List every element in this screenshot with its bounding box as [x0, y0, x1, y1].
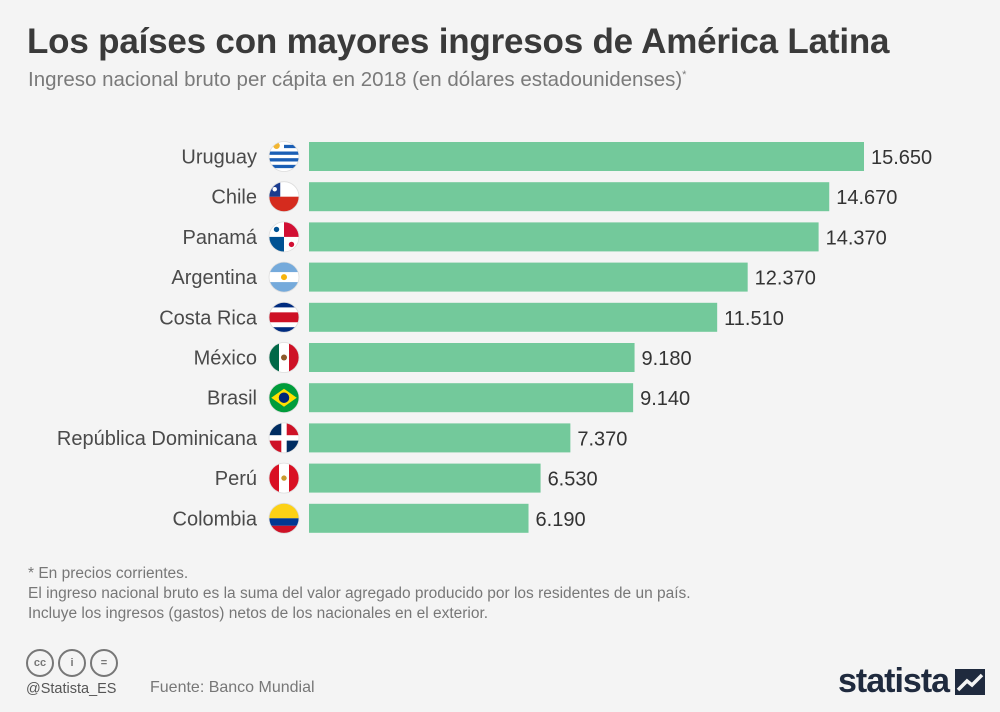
- source-text: Fuente: Banco Mundial: [150, 679, 315, 696]
- bar: [309, 343, 635, 372]
- flag-chile-icon: [269, 181, 299, 212]
- flag-argentina-icon: [269, 262, 299, 293]
- value-label: 9.180: [642, 348, 692, 370]
- social-handle[interactable]: @Statista_ES: [26, 681, 117, 697]
- flag-outline: [268, 181, 300, 213]
- bar: [309, 182, 830, 212]
- value-label: 14.370: [826, 227, 887, 249]
- flag-dominican-republic-icon: [269, 422, 299, 453]
- flag-outline: [268, 422, 300, 454]
- bar: [309, 222, 819, 252]
- category-label: Perú: [215, 468, 257, 490]
- category-label: República Dominicana: [57, 428, 258, 450]
- footnotes: * En precios corrientes. El ingreso naci…: [28, 564, 691, 624]
- footnote-2: El ingreso nacional bruto es la suma del…: [28, 585, 691, 602]
- flag-panama-icon: [269, 221, 299, 252]
- license-icons: cc i =: [26, 649, 118, 677]
- bar: [309, 463, 541, 493]
- flag-outline: [268, 221, 300, 253]
- flag-outline: [268, 502, 300, 534]
- bar: [309, 142, 864, 171]
- flag-peru-icon: [269, 463, 299, 494]
- value-label: 12.370: [755, 268, 816, 290]
- flag-outline: [268, 342, 300, 373]
- bar: [309, 503, 529, 533]
- flag-colombia-icon: [269, 503, 299, 534]
- statista-logo-text: statista: [838, 662, 950, 700]
- bar: [309, 423, 571, 453]
- category-label: México: [194, 348, 257, 370]
- category-label: Brasil: [207, 388, 257, 410]
- attribution-icon[interactable]: i: [58, 649, 86, 677]
- category-label: Uruguay: [181, 147, 257, 169]
- no-derivatives-icon[interactable]: =: [90, 649, 118, 677]
- category-label: Argentina: [171, 267, 257, 289]
- subtitle-footnote-mark: *: [682, 69, 687, 82]
- bar: [309, 383, 634, 413]
- value-label: 6.190: [536, 509, 586, 531]
- footnote-3: Incluye los ingresos (gastos) netos de l…: [28, 605, 489, 622]
- value-label: 11.510: [724, 308, 784, 330]
- flag-outline: [268, 301, 300, 333]
- category-label: Costa Rica: [159, 307, 258, 329]
- category-label: Panamá: [183, 227, 258, 249]
- bar-chart: Uruguay 15.650 Chile 14.670 Panamá 14.370 Arge…: [57, 141, 932, 534]
- flag-outline: [268, 462, 300, 494]
- flag-costa-rica-icon: [269, 302, 299, 333]
- subtitle-text: Ingreso nacional bruto per cápita en 201…: [28, 68, 683, 91]
- value-label: 14.670: [836, 187, 897, 209]
- value-label: 15.650: [871, 147, 932, 169]
- flag-outline: [268, 382, 300, 414]
- statista-logo-icon: [955, 668, 986, 695]
- footnote-1: * En precios corrientes.: [28, 565, 189, 582]
- flag-outline: [268, 261, 300, 293]
- bar: [309, 262, 748, 292]
- statista-logo[interactable]: statista: [838, 662, 986, 701]
- chart-title: Los países con mayores ingresos de Améri…: [27, 22, 890, 61]
- value-label: 6.530: [548, 469, 598, 491]
- chart-subtitle: Ingreso nacional bruto per cápita en 201…: [28, 68, 686, 92]
- value-label: 7.370: [577, 428, 627, 450]
- value-label: 9.140: [640, 388, 690, 410]
- flag-brazil-icon: [269, 382, 299, 413]
- flag-outline: [268, 141, 300, 172]
- category-label: Colombia: [173, 508, 258, 530]
- category-label: Chile: [211, 187, 257, 209]
- flag-uruguay-icon: [269, 141, 299, 172]
- bar: [309, 302, 718, 332]
- flag-mexico-icon: [269, 342, 299, 373]
- cc-icon[interactable]: cc: [26, 649, 54, 677]
